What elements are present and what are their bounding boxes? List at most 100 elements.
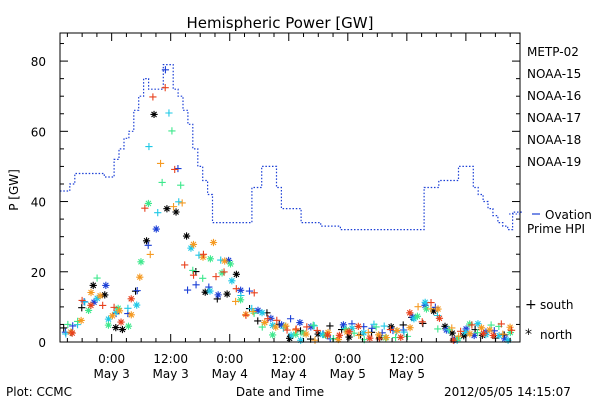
north-data-point [127, 311, 135, 319]
south-data-point [250, 289, 258, 297]
south-data-point [309, 321, 317, 329]
north-data-point [272, 323, 280, 331]
north-data-point [277, 321, 286, 329]
north-data-point [112, 323, 120, 332]
north-data-point [482, 331, 490, 339]
south-data-point [303, 323, 311, 331]
x-tick-date-label: May 4 [212, 367, 248, 381]
south-data-point [245, 287, 254, 295]
north-data-point [136, 273, 144, 281]
north-data-point [206, 255, 215, 263]
south-data-point [145, 142, 153, 151]
y-tick-label: 0 [38, 336, 46, 350]
south-data-point [161, 84, 169, 92]
south-data-point [507, 326, 516, 334]
north-data-point [269, 331, 277, 339]
north-data-point [137, 258, 145, 266]
north-data-point [101, 291, 109, 299]
north-data-point [89, 281, 97, 290]
north-data-point [334, 335, 342, 344]
north-data-point [223, 290, 231, 298]
plot-timestamp: 2012/05/05 14:15:07 [444, 385, 571, 399]
x-axis-label: Date and Time [236, 385, 324, 399]
north-data-point [486, 326, 494, 334]
south-data-point [292, 325, 300, 333]
south-data-point [264, 315, 272, 323]
ovation-legend-label-2: Prime HPI [527, 222, 585, 236]
x-tick-time-label: 12:00 [271, 352, 306, 366]
south-data-point [468, 321, 476, 329]
south-data-point [154, 209, 162, 217]
south-data-point [490, 327, 498, 335]
south-data-point [174, 164, 182, 173]
south-data-point [368, 324, 376, 332]
south-data-point [487, 321, 495, 329]
north-data-point [454, 335, 462, 343]
south-data-point [380, 322, 388, 330]
x-tick-date-label: May 4 [271, 367, 307, 381]
marker-legend-symbol: + [525, 297, 537, 313]
x-tick-time-label: 0:00 [98, 352, 125, 366]
south-data-point [158, 178, 166, 187]
north-data-point [237, 296, 245, 304]
south-data-point [414, 303, 422, 311]
north-data-point [477, 324, 486, 332]
north-data-point [218, 269, 226, 277]
south-data-point [386, 325, 395, 334]
south-data-point [213, 295, 221, 303]
legend-entry: NOAA-18 [527, 133, 581, 147]
y-axis-label: P [GW] [7, 169, 21, 211]
south-data-point [168, 127, 176, 135]
plot-frame [59, 32, 521, 343]
north-data-point [163, 205, 171, 213]
north-data-point [261, 318, 269, 327]
south-data-point [448, 324, 456, 332]
y-tick-label: 80 [31, 55, 46, 69]
north-data-point [470, 331, 478, 340]
north-data-point [462, 325, 470, 333]
north-data-point [430, 307, 438, 315]
south-data-point [156, 159, 165, 168]
legend-entry: NOAA-19 [527, 155, 581, 169]
north-data-point [393, 326, 401, 335]
south-data-point [311, 336, 319, 344]
north-data-point [434, 305, 442, 313]
north-data-point [302, 330, 310, 338]
south-data-point [427, 298, 435, 307]
north-data-point [68, 329, 76, 337]
north-data-point [286, 334, 294, 342]
north-data-point [189, 240, 198, 249]
north-data-point [504, 336, 512, 344]
north-data-point [96, 292, 104, 300]
y-tick-label: 40 [31, 196, 46, 210]
south-data-point [192, 267, 200, 276]
south-data-point [171, 165, 179, 174]
south-data-point [313, 326, 321, 335]
south-data-point [133, 287, 141, 295]
north-data-point [214, 291, 222, 299]
north-data-point [506, 328, 514, 337]
north-data-point [339, 321, 348, 329]
north-data-point [506, 323, 514, 331]
north-data-point [462, 329, 470, 337]
north-data-point [366, 334, 374, 342]
south-data-point [306, 335, 315, 343]
north-data-point [323, 331, 332, 339]
north-data-point [93, 294, 101, 302]
x-tick-date-label: May 5 [330, 367, 366, 381]
north-data-point [413, 312, 422, 320]
north-data-point [209, 238, 218, 247]
north-data-point [397, 333, 405, 341]
south-data-point [427, 305, 435, 313]
south-data-point [212, 273, 220, 281]
south-data-point [175, 198, 183, 206]
north-data-point [318, 330, 327, 339]
legend-entry: NOAA-16 [527, 89, 581, 103]
south-data-point [375, 335, 383, 343]
north-data-point [292, 330, 300, 338]
north-data-point [144, 199, 153, 208]
south-data-point [419, 319, 427, 328]
south-data-point [149, 93, 157, 101]
south-data-point [291, 326, 300, 334]
